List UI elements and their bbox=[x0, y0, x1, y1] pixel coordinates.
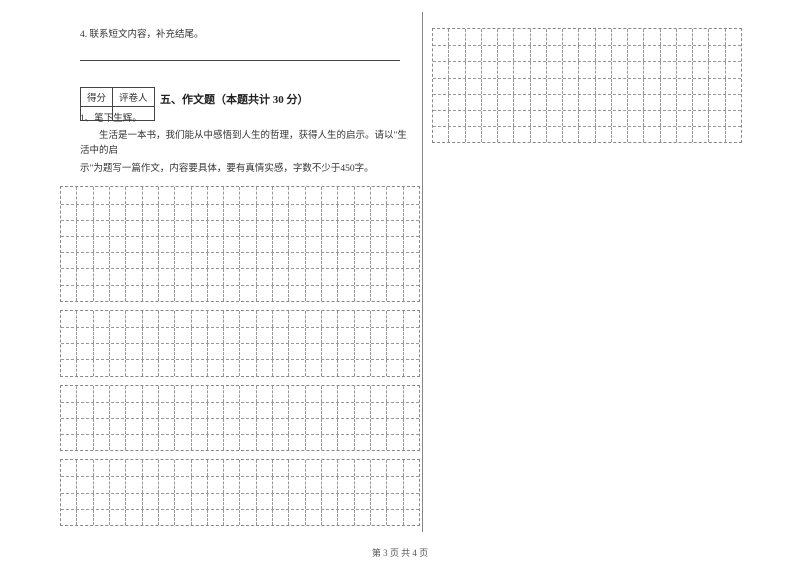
essay-question: 1、笔下生辉。 bbox=[80, 112, 415, 127]
essay-title: 笔下生辉。 bbox=[94, 114, 142, 124]
grader-header: 评卷人 bbox=[113, 88, 155, 107]
essay-number: 1、 bbox=[80, 114, 94, 124]
essay-body-1: 生活是一本书，我们能从中感悟到人生的哲理，获得人生的启示。请以"生活中的启 bbox=[80, 129, 415, 158]
writing-grid[interactable] bbox=[60, 310, 420, 377]
page-footer: 第 3 页 共 4 页 bbox=[0, 546, 800, 559]
score-header: 得分 bbox=[81, 88, 113, 107]
exam-page: 4. 联系短文内容，补充结尾。 得分 评卷人 五、作文题（本题共计 30 分） … bbox=[0, 0, 800, 565]
writing-grid[interactable] bbox=[60, 186, 420, 301]
writing-grid[interactable] bbox=[60, 459, 420, 526]
right-column bbox=[432, 28, 742, 143]
column-divider bbox=[422, 12, 423, 532]
section-title: 五、作文题（本题共计 30 分） bbox=[160, 93, 415, 108]
question-text: 联系短文内容，补充结尾。 bbox=[90, 30, 204, 40]
essay-grid-right[interactable] bbox=[432, 28, 742, 143]
essay-grid-container bbox=[60, 186, 420, 526]
question-4: 4. 联系短文内容，补充结尾。 bbox=[80, 28, 415, 43]
essay-body-2: 示"为题写一篇作文，内容要具体，要有真情实感，字数不少于450字。 bbox=[80, 162, 415, 177]
question-number: 4. bbox=[80, 30, 87, 40]
writing-grid[interactable] bbox=[432, 28, 742, 143]
writing-grid[interactable] bbox=[60, 385, 420, 452]
answer-line[interactable] bbox=[80, 47, 400, 61]
left-column: 4. 联系短文内容，补充结尾。 得分 评卷人 五、作文题（本题共计 30 分） … bbox=[80, 28, 415, 526]
table-row: 得分 评卷人 bbox=[81, 88, 155, 107]
